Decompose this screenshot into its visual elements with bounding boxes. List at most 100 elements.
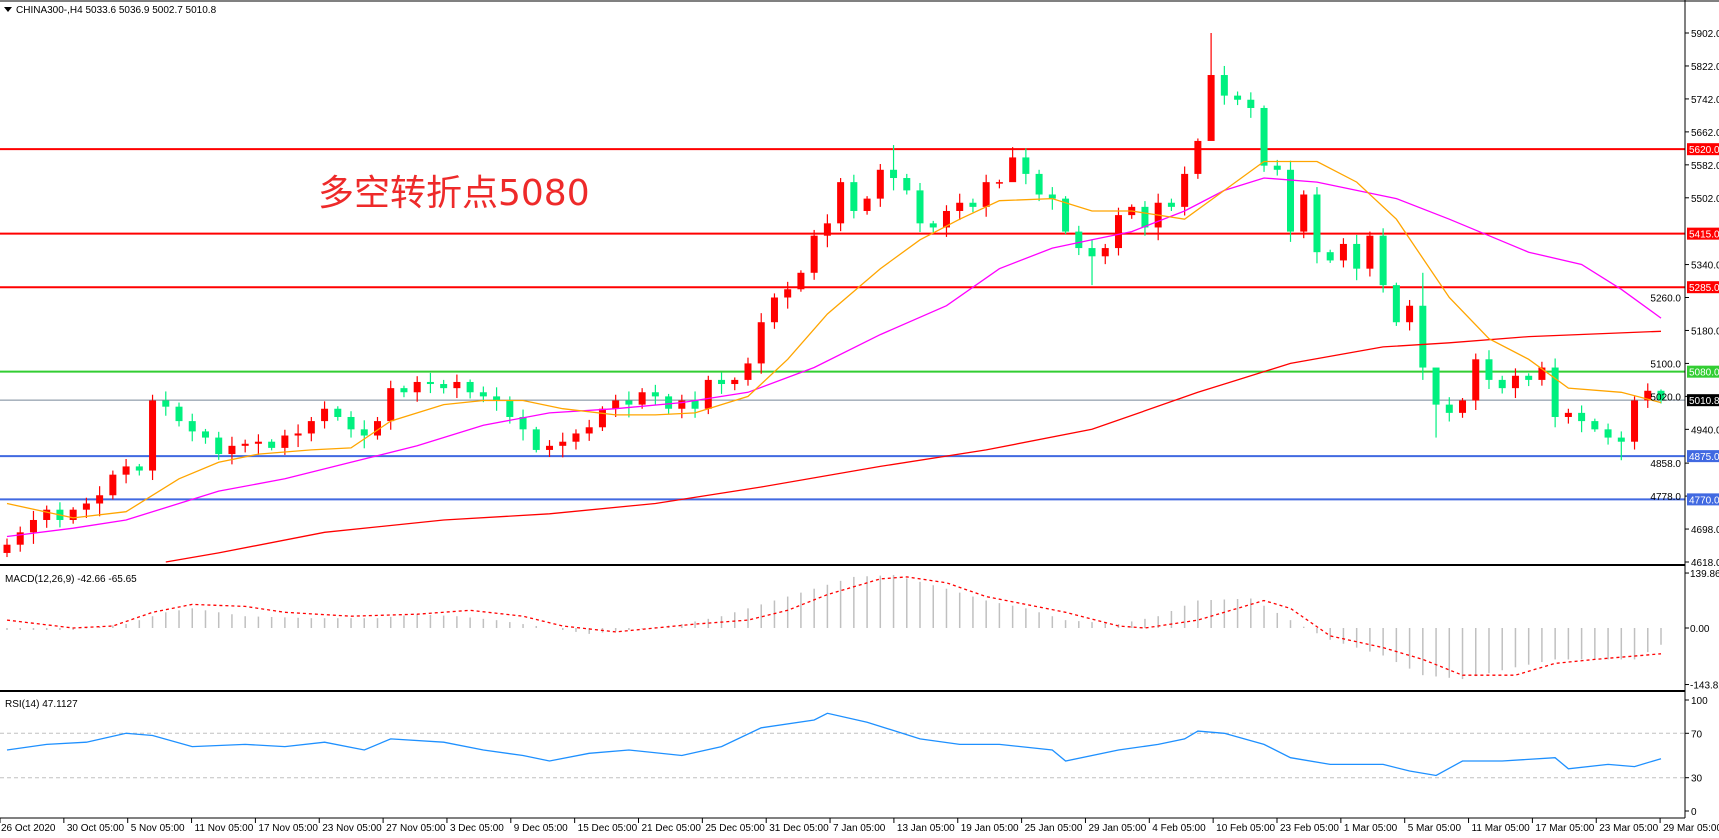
candle-body <box>1353 243 1361 269</box>
candle <box>929 220 937 233</box>
candle <box>770 293 778 329</box>
candle-body <box>307 421 315 434</box>
candle <box>1472 353 1480 410</box>
candle-body <box>1445 404 1453 413</box>
candle-body <box>1062 198 1070 232</box>
candle <box>1101 243 1109 265</box>
rsi-axis-label: 30 <box>1691 774 1703 785</box>
level-price-label: 5285.0 <box>1689 283 1719 294</box>
candle-body <box>1511 375 1519 389</box>
candle-body <box>360 429 368 436</box>
candle <box>1392 282 1400 326</box>
candle <box>982 174 990 217</box>
candle-body <box>598 408 606 428</box>
candle-body <box>1207 75 1215 141</box>
price-axis-label: 4940.0 <box>1691 425 1719 436</box>
candle-body <box>1419 305 1427 368</box>
moving-average-slow <box>165 330 1662 563</box>
candle <box>400 385 408 398</box>
macd-signal-line <box>6 576 1662 676</box>
candle-body <box>850 182 858 211</box>
candle <box>1511 368 1519 399</box>
candle <box>122 459 130 484</box>
time-axis-label: 29 Mar 05:00 <box>1663 823 1719 834</box>
candle-body <box>585 427 593 434</box>
time-axis-label: 25 Jan 05:00 <box>1025 823 1083 834</box>
candle-body <box>321 408 329 422</box>
candle-body <box>188 421 196 432</box>
candle <box>942 205 950 237</box>
candle-body <box>294 433 302 436</box>
candle-body <box>770 297 778 323</box>
candle <box>1419 272 1427 380</box>
candle <box>1485 350 1493 389</box>
candle-body <box>241 443 249 446</box>
level-price-label: 5010.8 <box>1689 396 1719 407</box>
candle <box>598 406 606 431</box>
candle-body <box>1048 194 1056 199</box>
candle-body <box>718 379 726 385</box>
candle <box>360 420 368 449</box>
candle-body <box>651 392 659 397</box>
price-axis-label: 5020.0 <box>1650 392 1681 403</box>
candle-body <box>466 381 474 393</box>
candle <box>1075 225 1083 256</box>
price-axis-label: 4778.0 <box>1650 492 1681 503</box>
candle-body <box>149 400 157 471</box>
candle-body <box>929 223 937 228</box>
candle-body <box>3 544 11 553</box>
candle-body <box>1313 194 1321 253</box>
candle <box>876 164 884 207</box>
level-price-label: 5080.0 <box>1689 368 1719 379</box>
level-price-tag <box>1687 227 1719 240</box>
rsi-pane[interactable] <box>0 712 1685 779</box>
candle <box>109 470 117 500</box>
time-axis-label: 7 Jan 05:00 <box>833 823 886 834</box>
rsi-title: RSI(14) 47.1127 <box>5 699 78 710</box>
candle-body <box>1287 169 1295 232</box>
time-axis-label: 17 Mar 05:00 <box>1535 823 1594 834</box>
candle-body <box>43 509 51 520</box>
candle <box>1260 105 1268 172</box>
dropdown-triangle-icon[interactable] <box>4 7 12 12</box>
candle <box>1234 91 1242 106</box>
candle-body <box>731 379 739 385</box>
time-axis-label: 31 Dec 05:00 <box>769 823 829 834</box>
candle <box>916 182 924 232</box>
candle-body <box>122 466 130 475</box>
candle <box>1247 92 1255 118</box>
candle-body <box>1564 412 1572 417</box>
time-axis-label: 5 Mar 05:00 <box>1408 823 1462 834</box>
candle-body <box>691 400 699 409</box>
candle-body <box>135 466 143 471</box>
candle <box>837 178 845 232</box>
candle-body <box>201 431 209 438</box>
macd-pane[interactable] <box>6 574 1662 680</box>
candle <box>890 145 898 191</box>
candle <box>1379 228 1387 293</box>
candle-body <box>1141 206 1149 228</box>
candle <box>1631 396 1639 450</box>
candle-body <box>744 363 752 380</box>
candle <box>532 426 540 453</box>
candle <box>1181 166 1189 216</box>
rsi-axis-label: 0 <box>1691 807 1697 818</box>
candle <box>585 419 593 441</box>
candle-body <box>995 182 1003 184</box>
candle <box>1445 397 1453 422</box>
candle-body <box>784 289 792 298</box>
rsi-axis-label: 100 <box>1691 696 1708 707</box>
price-pane[interactable] <box>0 33 1685 563</box>
candle <box>188 413 196 442</box>
candle-body <box>1551 367 1559 417</box>
candle <box>1313 187 1321 264</box>
candle-body <box>1220 75 1228 96</box>
candle <box>691 391 699 418</box>
candle-body <box>175 406 183 422</box>
candle <box>466 379 474 399</box>
time-axis-label: 4 Feb 05:00 <box>1152 823 1206 834</box>
candle <box>1459 398 1467 418</box>
time-axis-label: 23 Nov 05:00 <box>322 823 382 834</box>
candle <box>810 229 818 280</box>
